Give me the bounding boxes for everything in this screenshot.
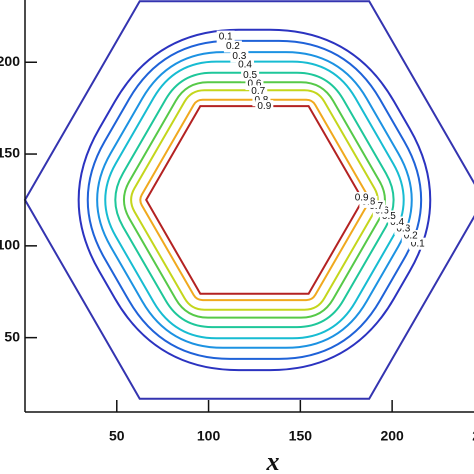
contour-label: 0.4	[390, 217, 404, 228]
contour-line	[77, 28, 432, 372]
contour-label: 0.6	[248, 79, 262, 90]
contour-label-bg	[255, 100, 274, 113]
contour-label: 0.7	[251, 86, 265, 97]
contour-label: 0.9	[355, 193, 369, 204]
y-tick-label: 50	[4, 328, 20, 344]
x-tick-label: 150	[289, 428, 313, 444]
contour-label: 0.4	[238, 60, 252, 71]
y-tick-label: 150	[0, 145, 20, 161]
contour-label: 0.3	[232, 51, 246, 62]
contour-label: 0.2	[226, 41, 240, 52]
contour-line	[145, 105, 365, 296]
contour-line	[114, 71, 395, 329]
contour-line	[139, 98, 370, 302]
y-tick-label: 100	[0, 237, 20, 253]
contour-label: 0.3	[396, 224, 410, 235]
contour-label-bg	[352, 192, 371, 205]
contour-line	[122, 81, 386, 319]
contour-line	[86, 39, 423, 360]
y-tick-label: 200	[0, 53, 20, 69]
contour-label-bg	[223, 40, 242, 53]
contour-line	[104, 60, 405, 340]
x-tick-label: 200	[380, 428, 404, 444]
x-tick-label: 250	[472, 428, 474, 444]
contour-label: 0.1	[411, 238, 425, 249]
contour-label-bg	[216, 30, 235, 43]
x-axis-label: x	[266, 447, 280, 474]
contour-label: 0.9	[257, 101, 271, 112]
x-tick-label: 100	[197, 428, 221, 444]
contour-line	[130, 89, 379, 311]
contour-line	[96, 51, 413, 349]
contour-label: 0.1	[219, 31, 233, 42]
contour-label: 0.5	[243, 70, 257, 81]
x-tick-label: 50	[109, 428, 125, 444]
contour-label-bg	[236, 59, 255, 72]
contour-label: 0.2	[404, 231, 418, 242]
